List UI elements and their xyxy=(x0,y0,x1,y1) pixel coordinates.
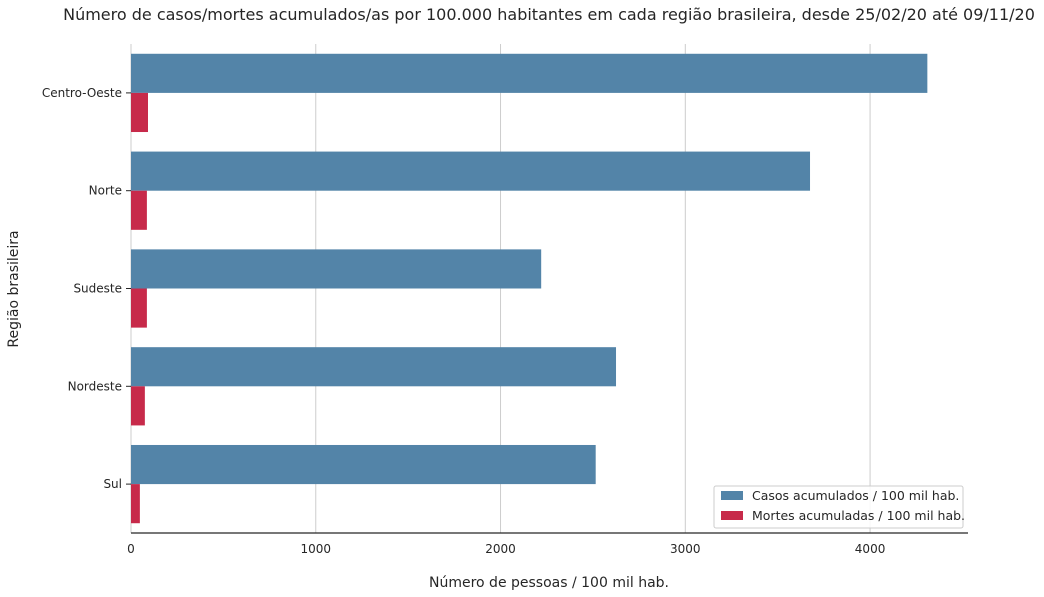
x-tick-label-4000: 4000 xyxy=(855,542,886,556)
bar-mortes-sul xyxy=(131,484,140,524)
chart-title: Número de casos/mortes acumulados/as por… xyxy=(63,5,1035,24)
bar-casos-centro-oeste xyxy=(131,53,928,93)
y-tick-label-nordeste: Nordeste xyxy=(68,379,122,393)
legend-label-casos: Casos acumulados / 100 mil hab. xyxy=(752,488,959,503)
y-tick-label-norte: Norte xyxy=(89,184,122,198)
bar-casos-sudeste xyxy=(131,249,542,289)
bar-mortes-centro-oeste xyxy=(131,92,148,133)
x-tick-label-1000: 1000 xyxy=(300,542,331,556)
legend-swatch-mortes xyxy=(721,511,743,520)
y-tick-label-centro-oeste: Centro-Oeste xyxy=(42,86,122,100)
y-tick-label-sul: Sul xyxy=(103,477,122,491)
bar-casos-sul xyxy=(131,444,596,485)
tick-labels: 0 1000 2000 3000 4000 Centro-Oeste Norte Sudest… xyxy=(42,86,885,556)
bars xyxy=(131,53,928,524)
bar-casos-nordeste xyxy=(131,347,617,387)
x-axis-title: Número de pessoas / 100 mil hab. xyxy=(429,575,669,591)
legend-box xyxy=(713,485,964,529)
bar-mortes-sudeste xyxy=(131,288,147,328)
legend-label-mortes: Mortes acumuladas / 100 mil hab. xyxy=(752,508,965,523)
bar-mortes-norte xyxy=(131,190,147,230)
legend: Casos acumulados / 100 mil hab. Mortes a… xyxy=(713,485,965,529)
bar-casos-norte xyxy=(131,151,811,191)
legend-swatch-casos xyxy=(721,491,743,500)
bar-mortes-nordeste xyxy=(131,386,145,426)
y-tick-label-sudeste: Sudeste xyxy=(73,282,122,296)
x-tick-label-2000: 2000 xyxy=(485,542,516,556)
y-axis-title: Região brasileira xyxy=(6,230,22,347)
x-tick-label-3000: 3000 xyxy=(670,542,701,556)
x-tick-label-0: 0 xyxy=(127,542,135,556)
